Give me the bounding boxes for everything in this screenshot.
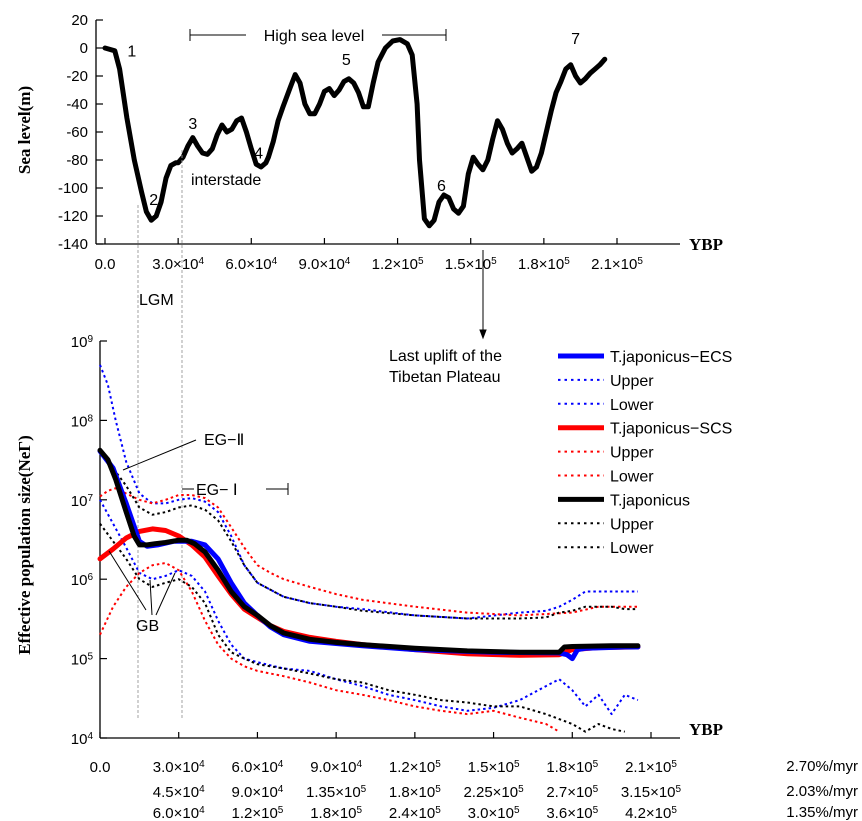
high-sea-level-label: High sea level (264, 28, 365, 45)
x-tick-label-bottom: 3.0×104 (153, 759, 205, 777)
gb-label: GB (136, 618, 159, 635)
x-tick-label-bottom: 9.0×104 (310, 759, 362, 777)
x-tick-label-bottom: 1.2×105 (231, 805, 283, 821)
eg1-bracket (182, 483, 289, 495)
rate-label: 2.03%/myr (786, 783, 858, 800)
x-tick-label-bottom: 3.15×105 (621, 784, 682, 802)
sea-level-chart: 20 0 -20 -40 -60 -80 -100 -120 -140 0.0 3.0×104 6.0… (15, 12, 723, 273)
x-tick-label-bottom: 1.8×105 (310, 805, 362, 821)
x-tick-label-bottom: 2.1×105 (625, 759, 677, 777)
stage-number-label: 6 (437, 178, 446, 195)
eg2-pointer (122, 439, 197, 471)
legend-label: Upper (610, 516, 654, 533)
eg2-label: EG−Ⅱ (204, 432, 244, 449)
x-tick-label-bottom: 6.0×104 (153, 805, 205, 821)
x-tick-label-bottom: 4.2×105 (625, 805, 677, 821)
legend-label: Lower (610, 469, 654, 486)
x-tick-label-bottom: 2.7×105 (546, 784, 598, 802)
x-tick-label: 6.0×104 (225, 256, 277, 274)
y-tick-label: -60 (66, 124, 88, 141)
y-tick-label-bottom: 105 (71, 651, 94, 669)
legend-label: T.japonicus (610, 492, 690, 509)
x-tick-label: 9.0×104 (298, 256, 350, 274)
lgm-label: LGM (139, 292, 174, 309)
y-tick-label: -40 (66, 96, 88, 113)
effective-population-chart: 109 108 107 106 105 104 0.0 3.0×104 6.0×104 9.0×1… (15, 334, 723, 821)
stage-number-label: 1 (127, 43, 136, 60)
stage-number-label: 3 (188, 116, 197, 133)
rate-label: 2.70%/myr (786, 758, 858, 775)
y-tick-label-bottom: 106 (71, 572, 94, 590)
legend-label: T.japonicus−SCS (610, 421, 732, 438)
y-tick-label-bottom: 109 (71, 334, 94, 352)
tibetan-label-line2: Tibetan Plateau (389, 369, 500, 386)
legend-label: T.japonicus−ECS (610, 349, 732, 366)
y-tick-label: -120 (58, 208, 88, 225)
x-tick-label-bottom: 0.0 (90, 759, 111, 776)
sea-level-line (102, 37, 608, 229)
legend-label: Lower (610, 397, 654, 414)
rate-labels: 2.70%/myr 2.03%/myr 1.35%/myr (786, 758, 858, 821)
x-tick-label: 1.8×105 (518, 256, 570, 274)
x-tick-label-bottom: 9.0×104 (231, 784, 283, 802)
y-axis-title: Sea level(m) (15, 86, 34, 174)
y-tick-label: -140 (58, 236, 88, 253)
x-tick-label-bottom: 6.0×104 (231, 759, 283, 777)
tibetan-label-line1: Last uplift of the (389, 348, 502, 365)
x-tick-label-bottom: 1.5×105 (468, 759, 520, 777)
y-tick-label: 20 (71, 12, 88, 29)
ci-line (99, 562, 560, 733)
legend-label: Upper (610, 445, 654, 462)
tibetan-arrow (479, 250, 487, 340)
ci-line (99, 499, 639, 716)
lgm-guide-lines (137, 150, 183, 720)
x-tick-label: 3.0×104 (152, 256, 204, 274)
x-tick-label: 1.5×105 (445, 256, 497, 274)
interstade-label: interstade (191, 172, 261, 189)
high-sea-level-bracket (189, 29, 447, 41)
x-tick-label-bottom: 2.25×105 (463, 784, 524, 802)
y-tick-label-bottom: 108 (71, 413, 94, 431)
series-line (97, 448, 641, 662)
y-tick-label: -20 (66, 68, 88, 85)
ci-line (99, 487, 638, 617)
x-tick-label-bottom: 2.4×105 (389, 805, 441, 821)
stage-number-label: 4 (254, 146, 263, 163)
ci-line (99, 451, 638, 620)
x-tick-label-bottom: 3.6×105 (546, 805, 598, 821)
x-tick-label-bottom: 3.0×105 (468, 805, 520, 821)
x-tick-label-bottom: 1.8×105 (546, 759, 598, 777)
legend-label: Lower (610, 540, 654, 557)
x-tick-label-bottom: 1.35×105 (306, 784, 367, 802)
x-axis-title-bottom: YBP (689, 720, 723, 739)
y-tick-label-bottom: 107 (71, 492, 94, 510)
rate-label: 1.35%/myr (786, 804, 858, 821)
y-tick-label: -100 (58, 180, 88, 197)
y-tick-label: -80 (66, 152, 88, 169)
stage-number-label: 5 (342, 52, 351, 69)
gb-pointers (108, 550, 176, 616)
eg1-label: EG− Ⅰ (196, 482, 238, 499)
ci-line (99, 364, 638, 620)
series-line (97, 447, 641, 655)
ci-line (99, 523, 626, 733)
legend-label: Upper (610, 373, 654, 390)
y-tick-label: 0 (80, 40, 88, 57)
x-axis-title: YBP (689, 235, 723, 254)
y-axis-title-bottom: Effective population size(NeΓ) (15, 435, 34, 655)
x-tick-label: 1.2×105 (372, 256, 424, 274)
stage-number-label: 2 (149, 192, 158, 209)
x-tick-label-bottom: 4.5×104 (153, 784, 205, 802)
stage-number-label: 7 (571, 31, 580, 48)
x-tick-label: 2.1×105 (591, 256, 643, 274)
x-tick-label-bottom: 1.8×105 (389, 784, 441, 802)
x-tick-label: 0.0 (95, 256, 116, 273)
x-tick-label-bottom: 1.2×105 (389, 759, 441, 777)
series-line (97, 526, 641, 658)
legend: T.japonicus−ECS Upper Lower T.japonicus−SCS… (558, 349, 732, 557)
y-tick-label-bottom: 104 (71, 731, 94, 749)
